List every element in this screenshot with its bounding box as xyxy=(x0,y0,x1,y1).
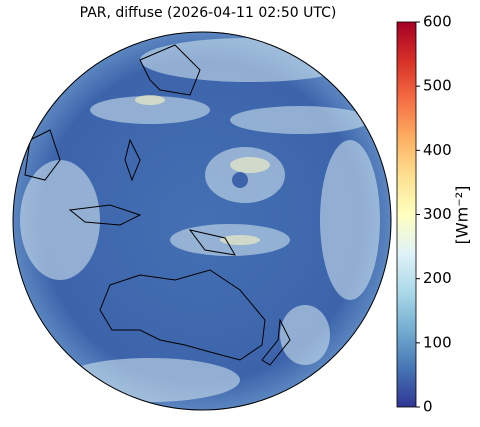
colorbar-tick-label: 400 xyxy=(423,141,452,159)
colorbar-tick-label: 100 xyxy=(423,333,452,351)
colorbar xyxy=(396,21,417,408)
colorbar-label: [Wm⁻²] xyxy=(453,186,472,245)
map-title: PAR, diffuse (2026-04-11 02:50 UTC) xyxy=(80,5,337,21)
colorbar-tick-label: 500 xyxy=(423,77,452,95)
colorbar-tick-label: 200 xyxy=(423,269,452,287)
globe-outline xyxy=(12,31,392,411)
colorbar-tick-label: 600 xyxy=(423,13,452,31)
globe xyxy=(13,32,391,410)
colorbar-tick-label: 0 xyxy=(423,398,433,416)
colorbar-tick-label: 300 xyxy=(423,205,452,223)
